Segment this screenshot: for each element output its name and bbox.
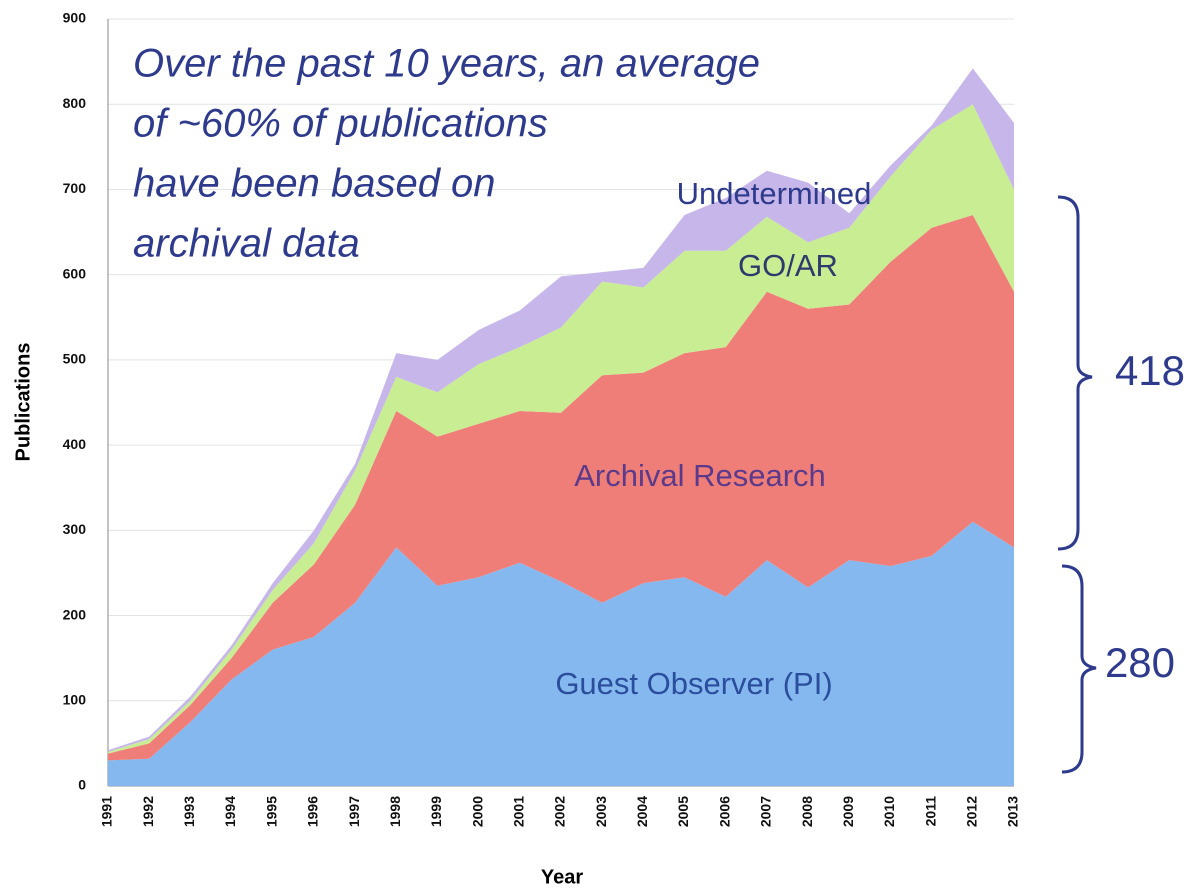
x-tick-label: 1999: [428, 796, 444, 827]
plot: 0 100 200 300 400 500 600 700 800 900 1991 1992 1993…: [63, 10, 1021, 827]
y-tick-label: 600: [63, 265, 87, 281]
area: [108, 68, 1014, 752]
brace-label: 280: [1105, 639, 1175, 686]
x-tick-label: 2003: [593, 796, 609, 827]
brace-archival: [1057, 195, 1093, 551]
y-tick-label: 200: [63, 606, 87, 622]
y-tick-label: 900: [63, 10, 87, 26]
x-tick-label: 2012: [964, 796, 980, 827]
y-tick-label: 500: [63, 351, 87, 367]
y-tick-label: 400: [63, 436, 87, 452]
annotation: have been based on: [133, 162, 496, 206]
x-tick-label: 1994: [222, 796, 238, 827]
x-tick-label: 2002: [552, 796, 568, 827]
annotation: archival data: [133, 222, 360, 266]
area-label: Guest Observer (PI): [555, 666, 832, 701]
area: [108, 215, 1014, 761]
x-axis-title: Year: [541, 866, 583, 888]
annotation: Over the past 10 years, an average: [133, 42, 760, 86]
x-tick-label: 2006: [716, 796, 732, 827]
x-tick-label: 2011: [922, 796, 938, 827]
x-tick-label: 2013: [1005, 796, 1021, 827]
area-label: Undetermined: [677, 176, 872, 211]
x-tick-label: 1996: [305, 796, 321, 827]
x-tick-label: 2005: [675, 796, 691, 827]
x-tick-label: 1991: [99, 796, 115, 827]
x-tick-label: 1995: [263, 796, 279, 827]
y-tick-label: 800: [63, 95, 87, 111]
x-tick-label: 2000: [469, 796, 485, 827]
area-label: GO/AR: [738, 248, 838, 283]
area: [108, 521, 1014, 786]
x-tick-label: 2009: [840, 796, 856, 827]
x-tick-label: 1992: [140, 796, 156, 827]
annotation: of ~60% of publications: [133, 102, 548, 146]
brace-label: 418: [1115, 347, 1185, 394]
y-tick-label: 100: [63, 691, 87, 707]
y-tick-label: 700: [63, 180, 87, 196]
x-tick-label: 2007: [758, 796, 774, 827]
y-tick-label: 300: [63, 521, 87, 537]
x-tick-label: 1993: [181, 796, 197, 827]
brace-guest: [1061, 564, 1097, 774]
y-tick-label: 0: [78, 777, 86, 793]
x-tick-label: 1998: [387, 796, 403, 827]
area-label: Archival Research: [574, 458, 826, 493]
x-tick-label: 2010: [881, 796, 897, 827]
y-axis-title: Publications: [12, 343, 34, 462]
x-tick-label: 1997: [346, 796, 362, 827]
x-tick-label: 2008: [799, 796, 815, 827]
x-tick-label: 2004: [634, 796, 650, 827]
x-tick-label: 2001: [511, 796, 527, 827]
area: [108, 104, 1014, 754]
